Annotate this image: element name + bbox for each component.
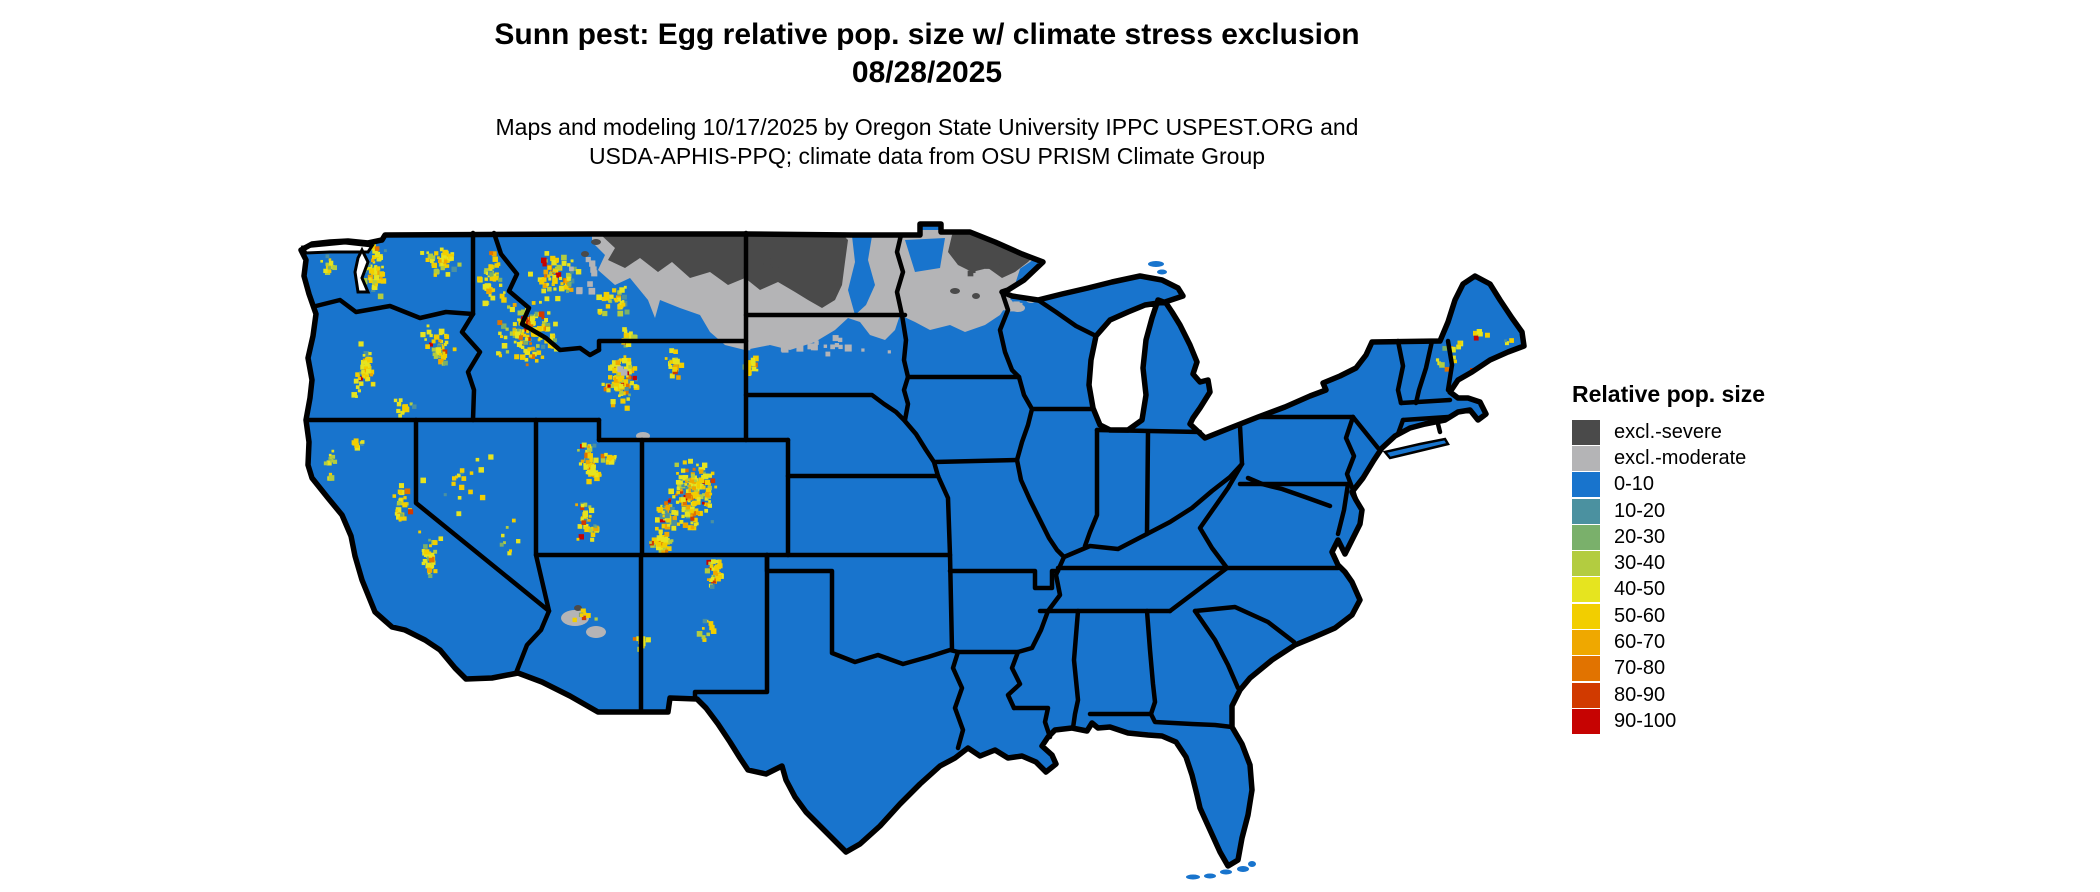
- legend-item: 70-80: [1572, 656, 1872, 682]
- map-title: Sunn pest: Egg relative pop. size w/ cli…: [494, 18, 1360, 51]
- lake-superior-islands: [1148, 261, 1167, 275]
- legend-label: 20-30: [1614, 525, 1666, 548]
- legend-swatch: [1572, 445, 1600, 471]
- map-title-date: 08/28/2025: [851, 56, 1003, 89]
- legend-label: excl.-severe: [1614, 420, 1722, 443]
- legend-swatch: [1572, 630, 1600, 656]
- legend-swatch: [1572, 708, 1600, 734]
- legend-label: 30-40: [1614, 552, 1666, 575]
- legend-title: Relative pop. size: [1572, 381, 1766, 407]
- legend-label: 50-60: [1614, 604, 1666, 627]
- long-island: [1382, 437, 1450, 460]
- legend-item: 50-60: [1572, 603, 1872, 629]
- legend-label: 80-90: [1614, 683, 1666, 706]
- elevated-population-speckles: [320, 242, 1514, 652]
- legend-label: 90-100: [1614, 709, 1677, 732]
- legend-swatch: [1572, 656, 1600, 682]
- legend-item: 0-10: [1572, 472, 1872, 498]
- legend-label: 40-50: [1614, 578, 1666, 601]
- legend-label: 70-80: [1614, 657, 1666, 680]
- legend-item: 30-40: [1572, 550, 1872, 577]
- legend-swatch: [1572, 551, 1600, 577]
- legend-swatch: [1572, 603, 1600, 629]
- legend-item: excl.-severe: [1572, 419, 1872, 445]
- legend-item: 40-50: [1572, 577, 1872, 603]
- legend: Relative pop. size excl.-severe excl.-mo…: [1572, 381, 1872, 735]
- legend-label: 0-10: [1614, 473, 1655, 496]
- map-credit-line1: Maps and modeling 10/17/2025 by Oregon S…: [495, 114, 1359, 140]
- map-header: Sunn pest: Egg relative pop. size w/ cli…: [127, 0, 1727, 169]
- legend-swatch: [1572, 682, 1600, 708]
- red-river-valley-corridor: [848, 236, 945, 315]
- legend-label: 10-20: [1614, 499, 1666, 522]
- legend-item: 90-100: [1572, 708, 1872, 734]
- legend-swatch: [1572, 577, 1600, 603]
- legend-item: excl.-moderate: [1572, 445, 1872, 471]
- legend-item: 60-70: [1572, 629, 1872, 656]
- map-credit-line2: USDA-APHIS-PPQ; climate data from OSU PR…: [588, 143, 1266, 169]
- legend-swatch: [1572, 524, 1600, 550]
- florida-keys: [1186, 861, 1256, 880]
- legend-label: 60-70: [1614, 631, 1666, 654]
- legend-label: excl.-moderate: [1614, 446, 1747, 469]
- legend-item: 80-90: [1572, 682, 1872, 708]
- legend-items: excl.-severe excl.-moderate 0-10 10-20 2…: [1572, 419, 1872, 735]
- legend-item: 20-30: [1572, 524, 1872, 550]
- state-borders: [303, 230, 1455, 751]
- legend-swatch: [1572, 498, 1600, 524]
- legend-item: 10-20: [1572, 498, 1872, 524]
- legend-swatch: [1572, 472, 1600, 498]
- legend-swatch: [1572, 419, 1600, 445]
